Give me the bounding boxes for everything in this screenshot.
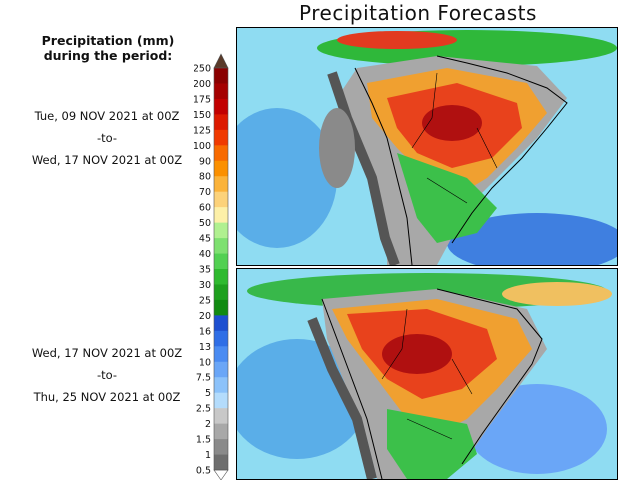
legend-heading-line-1: Precipitation (mm) [41,33,175,48]
colorbar-tick-label: 16 [199,326,211,337]
colorbar-tick-label: 2.5 [196,404,211,415]
colorbar-tick-label: 1 [205,450,211,461]
colorbar-segment [214,129,228,146]
northern-heavy-rain [337,31,457,49]
colorbar-tick-label: 200 [194,79,211,90]
legend-heading: Precipitation (mm) during the period: [18,33,198,63]
colorbar-tick-label: 250 [194,64,211,75]
map-2-canvas [237,269,617,479]
colorbar-tick-label: 35 [199,265,211,276]
chart-title: Precipitation Forecasts [299,1,537,25]
colorbar-segment [214,408,228,424]
forecast-map-period-1 [236,27,618,266]
map-1-canvas [237,28,617,265]
colorbar-segment [214,454,228,471]
andes-dry-strip [327,71,400,265]
country-borders-2 [381,308,473,440]
colorbar-segment [214,207,228,223]
colorbar-tick-label: 13 [199,342,211,353]
period-1-start: Tue, 09 NOV 2021 at 00Z [34,109,180,123]
forecast-map-period-2 [236,268,618,480]
atlantic-rain-band [447,213,617,265]
colorbar-segment [214,191,228,208]
colorbar-segment [214,145,228,162]
southern-moderate-rain-2 [387,409,477,479]
legend-heading-line-2: during the period: [43,48,173,63]
colorbar-tick-label: 45 [199,234,211,245]
period-1-separator: -to- [96,131,118,145]
colorbar-segment [214,361,228,378]
period-2-label: Wed, 17 NOV 2021 at 00Z -to- Thu, 25 NOV… [22,342,192,408]
colorbar-tick-label: 7.5 [196,373,211,384]
colorbar-segment [214,377,228,393]
period-2-start: Wed, 17 NOV 2021 at 00Z [31,346,183,360]
colorbar-tick-label: 40 [199,249,211,260]
colorbar-outline [213,67,229,471]
colorbar-tick-label: 175 [194,94,211,105]
colorbar-segment [214,98,228,115]
colorbar-segment [214,238,228,254]
colorbar-segment [214,160,228,177]
coastline-2 [321,288,543,479]
colorbar-segment [214,330,228,347]
country-borders [411,72,498,204]
west-coast-dry-region [319,108,355,188]
colorbar-segment [214,299,228,316]
colorbar-tick-label: 20 [199,311,211,322]
colorbar-tick-label: 150 [194,110,211,121]
colorbar-segment [214,176,228,192]
southern-moderate-rain [397,153,497,243]
period-1-end: Wed, 17 NOV 2021 at 00Z [31,153,183,167]
colorbar-segment [214,114,228,131]
colorbar-tick-label: 10 [199,357,211,368]
colorbar-segment [214,222,228,239]
colorbar-segment [214,439,228,455]
colorbar-top-arrow [213,53,229,69]
colorbar-segment [214,269,228,285]
extreme-rain-core [422,105,482,141]
period-2-end: Thu, 25 NOV 2021 at 00Z [33,390,181,404]
colorbar-bottom-arrow [213,469,229,480]
colorbar-tick-label: 90 [199,156,211,167]
andes-dry-strip-2 [307,317,377,479]
colorbar-segment [214,315,228,332]
atlantic-itcz-rain [502,282,612,306]
colorbar-tick-label: 0.5 [196,466,211,477]
colorbar-segment [214,83,228,100]
colorbar-segment [214,392,228,409]
colorbar-segment [214,68,228,84]
colorbar-tick-label: 2 [205,419,211,430]
colorbar-graphic: 2502001751501251009080706050454035302520… [194,53,229,480]
colorbar-tick-label: 30 [199,280,211,291]
colorbar-tick-label: 60 [199,203,211,214]
period-2-separator: -to- [96,368,118,382]
colorbar-segment [214,284,228,301]
colorbar-tick-label: 80 [199,172,211,183]
colorbar-tick-label: 50 [199,218,211,229]
colorbar-tick-label: 70 [199,187,211,198]
colorbar-tick-label: 125 [194,125,211,136]
period-1-label: Tue, 09 NOV 2021 at 00Z -to- Wed, 17 NOV… [22,105,192,171]
colorbar-segment [214,253,228,270]
pacific-rain-band [237,108,337,248]
extreme-rain-core-2 [382,334,452,374]
colorbar-tick-label: 1.5 [196,435,211,446]
precipitation-colorbar: 250 200 175 150 125 100 90 80 70 60 50 45 40 35 30 25 20… [194,52,234,480]
coastline [354,55,568,265]
colorbar-segment [214,423,228,440]
colorbar-tick-label: 100 [194,141,211,152]
colorbar-tick-label: 25 [199,295,211,306]
colorbar-tick-label: 5 [205,388,211,399]
colorbar-segment [214,346,228,363]
